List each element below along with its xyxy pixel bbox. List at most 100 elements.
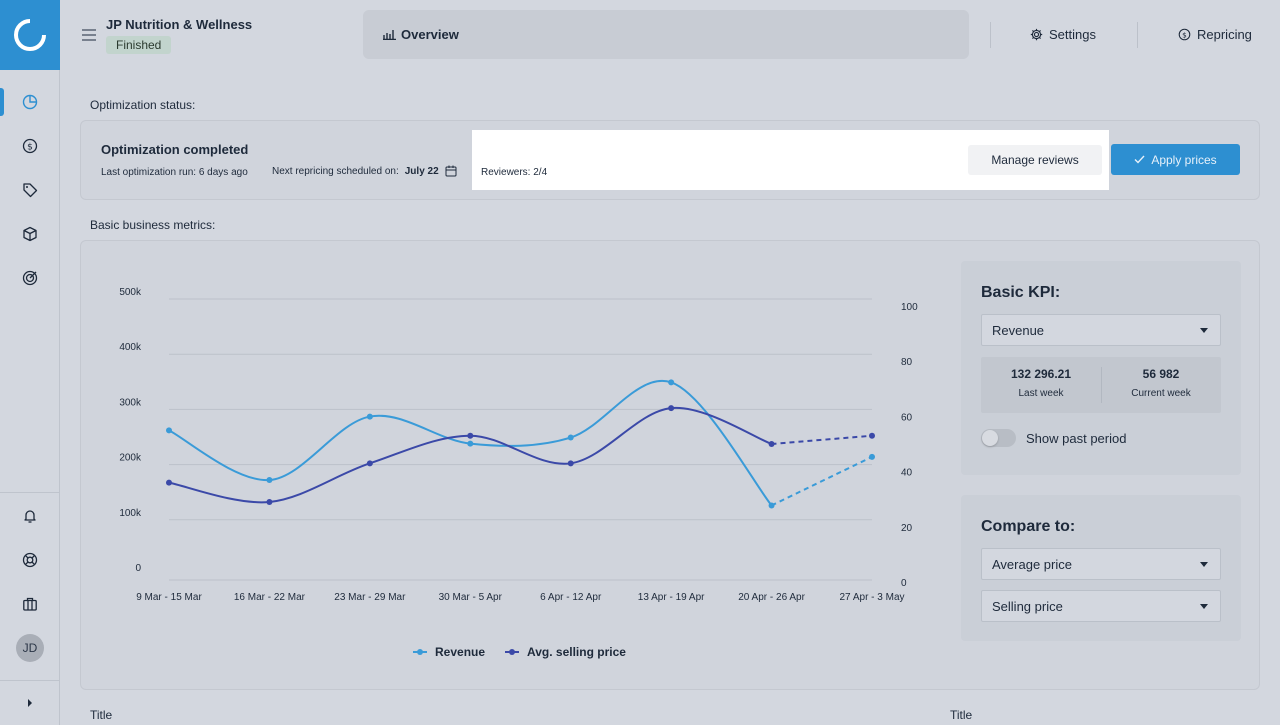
nav-pricing[interactable]: $: [0, 124, 60, 168]
x-tick-label: 6 Apr - 12 Apr: [540, 592, 602, 603]
kpi-select-value: Revenue: [992, 322, 1045, 338]
kpi-current-week-value: 56 982: [1142, 367, 1180, 381]
kpi-select[interactable]: Revenue: [981, 314, 1221, 346]
sidebar-divider: [0, 680, 60, 681]
compare-select-second[interactable]: Selling price: [981, 590, 1221, 622]
kpi-last-week-label: Last week: [1018, 388, 1064, 399]
reviewers-panel: Reviewers: 2/4 Manage reviews: [472, 130, 1109, 190]
apply-prices-button[interactable]: Apply prices: [1111, 144, 1240, 175]
manage-reviews-button[interactable]: Manage reviews: [968, 145, 1102, 175]
repricing-icon: $: [1178, 28, 1191, 41]
header-divider: [990, 22, 991, 48]
kpi-title: Basic KPI:: [981, 284, 1061, 301]
y-right-tick-label: 80: [901, 357, 913, 368]
tab-overview-label: Overview: [401, 27, 459, 42]
logo-ring-icon: [14, 19, 46, 51]
status-badge: Finished: [106, 36, 172, 54]
gear-icon: [1030, 28, 1043, 41]
optimization-section-label: Optimization status:: [90, 98, 196, 112]
y-right-tick-label: 40: [901, 468, 913, 479]
nav-overview[interactable]: [0, 80, 60, 124]
menu-toggle-button[interactable]: [82, 28, 96, 46]
basic-kpi-panel: Basic KPI: Revenue 132 296.21 Last week …: [961, 261, 1241, 475]
bell-icon: [24, 510, 36, 523]
app-logo[interactable]: [0, 0, 60, 70]
y-right-tick-label: 20: [901, 523, 913, 534]
data-point: [869, 432, 875, 439]
chart-pie-icon: [22, 94, 38, 110]
kpi-current-week-label: Current week: [1131, 388, 1191, 399]
show-past-period-label: Show past period: [1026, 431, 1127, 446]
y-left-tick-label: 0: [135, 563, 141, 574]
bar-chart-icon: [383, 30, 396, 40]
legend-item-revenue[interactable]: Revenue: [413, 645, 485, 659]
bottom-left-title: Title: [90, 708, 113, 722]
sidebar-divider: [0, 492, 60, 493]
data-point: [467, 440, 474, 447]
nav-workspace[interactable]: [0, 582, 60, 626]
svg-text:$: $: [27, 143, 33, 153]
nav-targets[interactable]: [0, 256, 60, 300]
box-icon: [23, 226, 37, 242]
y-left-tick-label: 200k: [119, 453, 142, 464]
data-point: [366, 413, 373, 420]
data-point: [467, 432, 474, 439]
next-repricing-text: Next repricing scheduled on: July 22: [272, 165, 457, 177]
bottom-right-title: Title: [950, 708, 973, 722]
target-icon: [22, 270, 38, 286]
tab-settings-label: Settings: [1049, 27, 1096, 42]
x-tick-label: 13 Apr - 19 Apr: [638, 592, 705, 603]
kpi-divider: [1101, 367, 1102, 403]
kpi-values: 132 296.21 Last week 56 982 Current week: [981, 357, 1221, 413]
compare-select-first[interactable]: Average price: [981, 548, 1221, 580]
x-tick-label: 30 Mar - 5 Apr: [439, 592, 503, 603]
y-left-tick-label: 300k: [119, 397, 142, 408]
legend-swatch: [413, 649, 427, 655]
y-left-tick-label: 400k: [119, 342, 142, 353]
data-point: [768, 502, 775, 509]
dollar-circle-icon: $: [22, 138, 38, 154]
data-point: [166, 479, 172, 486]
legend-item-avg-price[interactable]: Avg. selling price: [505, 645, 626, 659]
series-forecast-line-1: [771, 434, 873, 445]
company-name: JP Nutrition & Wellness: [106, 17, 253, 32]
y-left-tick-label: 100k: [119, 508, 142, 519]
metrics-card: 0 100k 200k 300k 400k 500k 0 20 40 60 80 100 9 Mar -…: [80, 240, 1260, 690]
nav-help[interactable]: [0, 538, 60, 582]
kpi-current-week: 56 982 Current week: [1101, 357, 1221, 413]
nav-tags[interactable]: [0, 168, 60, 212]
revenue-price-chart: 0 100k 200k 300k 400k 500k 0 20 40 60 80 100 9 Mar -…: [119, 287, 918, 603]
compare-second-value: Selling price: [992, 598, 1063, 614]
x-tick-label: 16 Mar - 22 Mar: [234, 592, 306, 603]
next-repricing-date: July 22: [404, 165, 439, 177]
data-point: [869, 453, 875, 460]
data-point: [166, 427, 172, 434]
series-line-1: [168, 407, 772, 504]
data-point: [668, 405, 675, 412]
data-point: [266, 498, 273, 505]
optimization-title: Optimization completed: [101, 142, 249, 157]
data-point: [567, 434, 574, 441]
tab-repricing[interactable]: $ Repricing: [1178, 27, 1252, 42]
kpi-last-week: 132 296.21 Last week: [981, 357, 1101, 413]
data-point: [768, 441, 775, 447]
metrics-section-label: Basic business metrics:: [90, 218, 216, 232]
legend-swatch: [505, 649, 519, 655]
tab-repricing-label: Repricing: [1197, 27, 1252, 42]
compare-panel: Compare to: Average price Selling price: [961, 495, 1241, 641]
nav-products[interactable]: [0, 212, 60, 256]
y-right-tick-label: 0: [901, 578, 907, 589]
nav-notifications[interactable]: [0, 494, 60, 538]
show-past-period-toggle[interactable]: [981, 429, 1016, 447]
avatar[interactable]: JD: [16, 634, 44, 662]
tab-overview[interactable]: Overview: [363, 10, 969, 59]
svg-text:$: $: [1182, 30, 1187, 39]
y-right-tick-label: 60: [901, 412, 913, 423]
check-icon: [1134, 155, 1145, 164]
data-point: [567, 460, 574, 467]
sidebar-expand-button[interactable]: [0, 681, 60, 725]
tab-settings[interactable]: Settings: [1030, 27, 1096, 42]
calendar-icon[interactable]: [445, 165, 457, 177]
y-right-tick-label: 100: [901, 302, 918, 313]
kpi-last-week-value: 132 296.21: [1010, 367, 1072, 381]
